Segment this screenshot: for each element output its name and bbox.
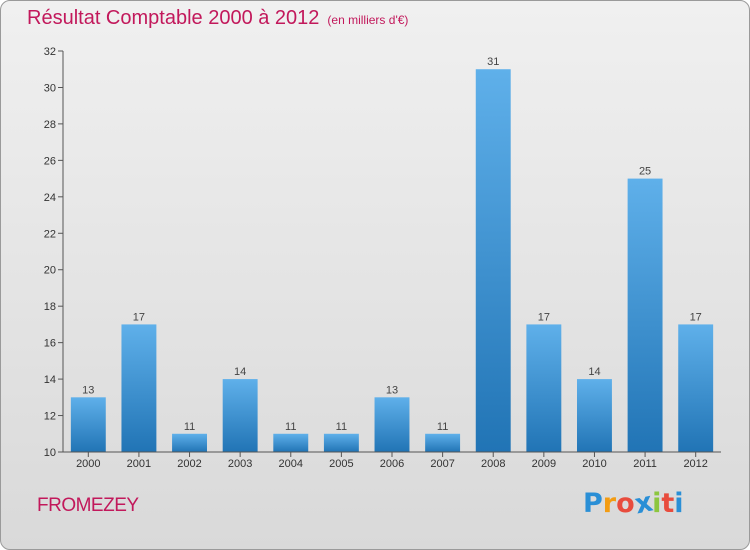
chart-subtitle: (en milliers d'€) <box>327 13 409 27</box>
data-label-2001: 17 <box>133 311 145 323</box>
y-tick-label: 18 <box>44 301 56 313</box>
bar-2002 <box>172 433 208 452</box>
y-tick-label: 12 <box>44 411 56 423</box>
x-tick-label-2000: 2000 <box>76 458 100 470</box>
y-tick-label: 30 <box>44 82 56 94</box>
logo-letter: i <box>674 488 684 519</box>
x-tick-label-2004: 2004 <box>279 458 303 470</box>
logo-letter: P <box>583 488 603 519</box>
data-label-2005: 11 <box>336 421 347 433</box>
data-label-2011: 25 <box>639 166 651 178</box>
x-tick-label-2002: 2002 <box>177 458 201 470</box>
bar-2008 <box>475 69 511 453</box>
y-tick-label: 14 <box>44 374 56 386</box>
bar-2001 <box>121 324 157 452</box>
chart-title-text: Résultat Comptable 2000 à 2012 <box>27 7 320 29</box>
data-label-2000: 13 <box>82 384 94 396</box>
data-label-2006: 13 <box>386 384 398 396</box>
x-tick-label-2007: 2007 <box>430 458 454 470</box>
logo-letter: o <box>616 488 635 519</box>
bar-2011 <box>627 178 663 452</box>
bar-2004 <box>273 433 309 452</box>
y-tick-label: 24 <box>44 192 56 204</box>
y-tick-label: 26 <box>44 155 56 167</box>
bar-2003 <box>222 379 258 452</box>
x-tick-label-2001: 2001 <box>127 458 151 470</box>
data-label-2007: 11 <box>437 421 448 433</box>
data-label-2009: 17 <box>538 311 550 323</box>
data-label-2004: 11 <box>285 421 296 433</box>
x-tick-label-2003: 2003 <box>228 458 252 470</box>
y-tick-label: 10 <box>44 447 56 459</box>
y-tick-label: 16 <box>44 338 56 350</box>
bar-2000 <box>70 397 106 452</box>
bar-2010 <box>576 379 612 452</box>
data-label-2012: 17 <box>690 311 702 323</box>
x-tick-label-2011: 2011 <box>633 458 657 470</box>
bar-2006 <box>374 397 410 452</box>
logo-letter: t <box>661 488 675 519</box>
x-tick-label-2010: 2010 <box>582 458 606 470</box>
x-tick-label-2005: 2005 <box>329 458 353 470</box>
proxiti-logo: Proxiti <box>583 487 684 521</box>
x-tick-label-2008: 2008 <box>481 458 505 470</box>
chart-title: Résultat Comptable 2000 à 2012 (en millie… <box>27 7 408 30</box>
y-tick-label: 32 <box>44 46 56 58</box>
y-tick-label: 20 <box>44 265 56 277</box>
bar-2012 <box>678 324 714 452</box>
data-label-2010: 14 <box>588 366 600 378</box>
x-tick-label-2009: 2009 <box>532 458 556 470</box>
data-label-2008: 31 <box>487 56 499 68</box>
y-tick-label: 28 <box>44 119 56 131</box>
y-tick-label: 22 <box>44 228 56 240</box>
bar-2009 <box>526 324 562 452</box>
logo-letter: i <box>652 488 662 519</box>
x-tick-label-2012: 2012 <box>683 458 707 470</box>
data-label-2003: 14 <box>234 366 246 378</box>
x-tick-label-2006: 2006 <box>380 458 404 470</box>
data-label-2002: 11 <box>184 421 195 433</box>
logo-letter: r <box>602 488 617 519</box>
bar-2007 <box>425 433 461 452</box>
commune-name: FROMEZEY <box>37 495 139 516</box>
bar-2005 <box>323 433 359 452</box>
